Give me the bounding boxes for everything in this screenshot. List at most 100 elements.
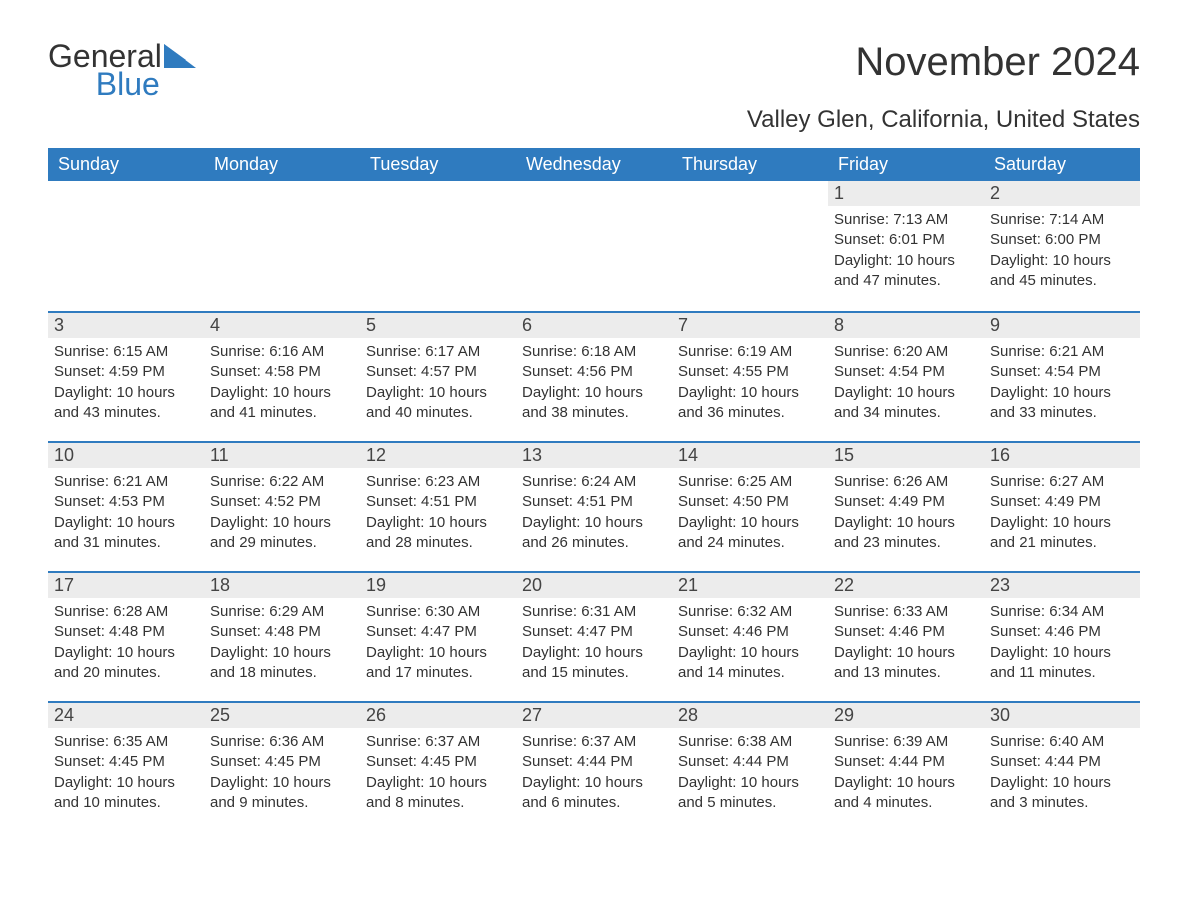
day-number: 22 xyxy=(828,571,984,598)
calendar-day-cell: 12Sunrise: 6:23 AMSunset: 4:51 PMDayligh… xyxy=(360,441,516,571)
day-number: 1 xyxy=(828,181,984,206)
sunset-line: Sunset: 6:01 PM xyxy=(834,230,978,250)
calendar-week-row: 24Sunrise: 6:35 AMSunset: 4:45 PMDayligh… xyxy=(48,701,1140,831)
sunset-line: Sunset: 4:46 PM xyxy=(834,622,978,642)
sunset-line: Sunset: 4:52 PM xyxy=(210,492,354,512)
sunset-line-label: Sunset: xyxy=(54,753,105,770)
daylight-line: Daylight: 10 hours and 17 minutes. xyxy=(366,643,510,684)
sunrise-line-value: 6:38 AM xyxy=(737,733,792,750)
sunset-line: Sunset: 4:47 PM xyxy=(366,622,510,642)
sunset-line: Sunset: 4:49 PM xyxy=(990,492,1134,512)
sunset-line: Sunset: 4:45 PM xyxy=(54,752,198,772)
daylight-line-label: Daylight: xyxy=(678,644,736,661)
daylight-line: Daylight: 10 hours and 14 minutes. xyxy=(678,643,822,684)
sunset-line-value: 4:46 PM xyxy=(733,623,789,640)
sunrise-line-label: Sunrise: xyxy=(366,343,421,360)
sunrise-line-label: Sunrise: xyxy=(522,733,577,750)
sunset-line-value: 4:47 PM xyxy=(577,623,633,640)
day-number: 2 xyxy=(984,181,1140,206)
sunrise-line-label: Sunrise: xyxy=(990,473,1045,490)
sunset-line-label: Sunset: xyxy=(366,363,417,380)
sunset-line-label: Sunset: xyxy=(366,493,417,510)
sunrise-line-label: Sunrise: xyxy=(210,603,265,620)
calendar-day-cell: 10Sunrise: 6:21 AMSunset: 4:53 PMDayligh… xyxy=(48,441,204,571)
sunset-line-value: 4:52 PM xyxy=(265,493,321,510)
day-details: Sunrise: 6:22 AMSunset: 4:52 PMDaylight:… xyxy=(204,468,360,563)
sunrise-line-value: 7:14 AM xyxy=(1049,211,1104,228)
sunset-line-label: Sunset: xyxy=(834,231,885,248)
calendar-day-cell: 25Sunrise: 6:36 AMSunset: 4:45 PMDayligh… xyxy=(204,701,360,831)
calendar-day-cell: .. xyxy=(48,181,204,311)
daylight-line-label: Daylight: xyxy=(522,514,580,531)
daylight-line-label: Daylight: xyxy=(210,774,268,791)
daylight-line: Daylight: 10 hours and 5 minutes. xyxy=(678,773,822,814)
sunrise-line-label: Sunrise: xyxy=(210,473,265,490)
daylight-line: Daylight: 10 hours and 18 minutes. xyxy=(210,643,354,684)
daylight-line: Daylight: 10 hours and 26 minutes. xyxy=(522,513,666,554)
calendar-day-cell: 19Sunrise: 6:30 AMSunset: 4:47 PMDayligh… xyxy=(360,571,516,701)
day-number: 10 xyxy=(48,441,204,468)
calendar-day-cell: 20Sunrise: 6:31 AMSunset: 4:47 PMDayligh… xyxy=(516,571,672,701)
sunset-line-label: Sunset: xyxy=(678,493,729,510)
sunset-line-value: 4:51 PM xyxy=(421,493,477,510)
calendar-day-cell: 21Sunrise: 6:32 AMSunset: 4:46 PMDayligh… xyxy=(672,571,828,701)
day-details: Sunrise: 6:37 AMSunset: 4:44 PMDaylight:… xyxy=(516,728,672,823)
daylight-line-label: Daylight: xyxy=(210,384,268,401)
calendar-day-cell: 30Sunrise: 6:40 AMSunset: 4:44 PMDayligh… xyxy=(984,701,1140,831)
day-number: 26 xyxy=(360,701,516,728)
sunrise-line-label: Sunrise: xyxy=(990,343,1045,360)
header: General Blue November 2024 xyxy=(48,40,1140,100)
sunrise-line-value: 6:26 AM xyxy=(893,473,948,490)
day-details: Sunrise: 6:15 AMSunset: 4:59 PMDaylight:… xyxy=(48,338,204,433)
day-details: Sunrise: 6:21 AMSunset: 4:53 PMDaylight:… xyxy=(48,468,204,563)
sunrise-line-value: 7:13 AM xyxy=(893,211,948,228)
sunset-line-value: 4:45 PM xyxy=(109,753,165,770)
sunrise-line-value: 6:29 AM xyxy=(269,603,324,620)
day-number: 27 xyxy=(516,701,672,728)
calendar-day-cell: 28Sunrise: 6:38 AMSunset: 4:44 PMDayligh… xyxy=(672,701,828,831)
sunset-line-value: 4:48 PM xyxy=(265,623,321,640)
calendar-day-cell: 6Sunrise: 6:18 AMSunset: 4:56 PMDaylight… xyxy=(516,311,672,441)
day-number: 9 xyxy=(984,311,1140,338)
sunrise-line-value: 6:25 AM xyxy=(737,473,792,490)
calendar-day-cell: 22Sunrise: 6:33 AMSunset: 4:46 PMDayligh… xyxy=(828,571,984,701)
sunrise-line-value: 6:30 AM xyxy=(425,603,480,620)
calendar-day-cell: 3Sunrise: 6:15 AMSunset: 4:59 PMDaylight… xyxy=(48,311,204,441)
day-number: 16 xyxy=(984,441,1140,468)
sunset-line: Sunset: 4:59 PM xyxy=(54,362,198,382)
calendar-week-row: 10 Sunrise: 6:21 AM Sunset: 4:53 PM Dayligh… xyxy=(48,441,1140,571)
day-details: Sunrise: 6:23 AMSunset: 4:51 PMDaylight:… xyxy=(360,468,516,563)
sunrise-line: Sunrise: 6:15 AM xyxy=(54,342,198,362)
calendar-day-cell: .. xyxy=(672,181,828,311)
brand-logo: General Blue xyxy=(48,40,196,100)
daylight-line: Daylight: 10 hours and 3 minutes. xyxy=(990,773,1134,814)
day-number: 25 xyxy=(204,701,360,728)
daylight-line: Daylight: 10 hours and 4 minutes. xyxy=(834,773,978,814)
daylight-line: Daylight: 10 hours and 38 minutes. xyxy=(522,383,666,424)
calendar-day-cell: 18Sunrise: 6:29 AMSunset: 4:48 PMDayligh… xyxy=(204,571,360,701)
weekday-header: Wednesday xyxy=(516,148,672,181)
sunset-line-value: 4:49 PM xyxy=(1045,493,1101,510)
weekday-header: Saturday xyxy=(984,148,1140,181)
sunset-line-value: 4:53 PM xyxy=(109,493,165,510)
sunset-line-label: Sunset: xyxy=(210,363,261,380)
sunrise-line: Sunrise: 6:21 AM xyxy=(54,472,198,492)
sunset-line-value: 6:00 PM xyxy=(1045,231,1101,248)
sunrise-line-value: 6:20 AM xyxy=(893,343,948,360)
sunset-line: Sunset: 4:51 PM xyxy=(522,492,666,512)
day-number: 6 xyxy=(516,311,672,338)
weekday-header: Sunday xyxy=(48,148,204,181)
calendar-day-cell: 8Sunrise: 6:20 AMSunset: 4:54 PMDaylight… xyxy=(828,311,984,441)
daylight-line-label: Daylight: xyxy=(54,514,112,531)
daylight-line-label: Daylight: xyxy=(366,774,424,791)
sunrise-line: Sunrise: 6:38 AM xyxy=(678,732,822,752)
sunrise-line: Sunrise: 6:37 AM xyxy=(366,732,510,752)
sunset-line-value: 4:48 PM xyxy=(109,623,165,640)
day-details: Sunrise: 6:28 AMSunset: 4:48 PMDaylight:… xyxy=(48,598,204,693)
sunset-line-value: 4:59 PM xyxy=(109,363,165,380)
sunrise-line-label: Sunrise: xyxy=(210,343,265,360)
sunset-line: Sunset: 4:44 PM xyxy=(834,752,978,772)
daylight-line-label: Daylight: xyxy=(990,644,1048,661)
sunrise-line: Sunrise: 6:17 AM xyxy=(366,342,510,362)
day-details: Sunrise: 6:31 AMSunset: 4:47 PMDaylight:… xyxy=(516,598,672,693)
